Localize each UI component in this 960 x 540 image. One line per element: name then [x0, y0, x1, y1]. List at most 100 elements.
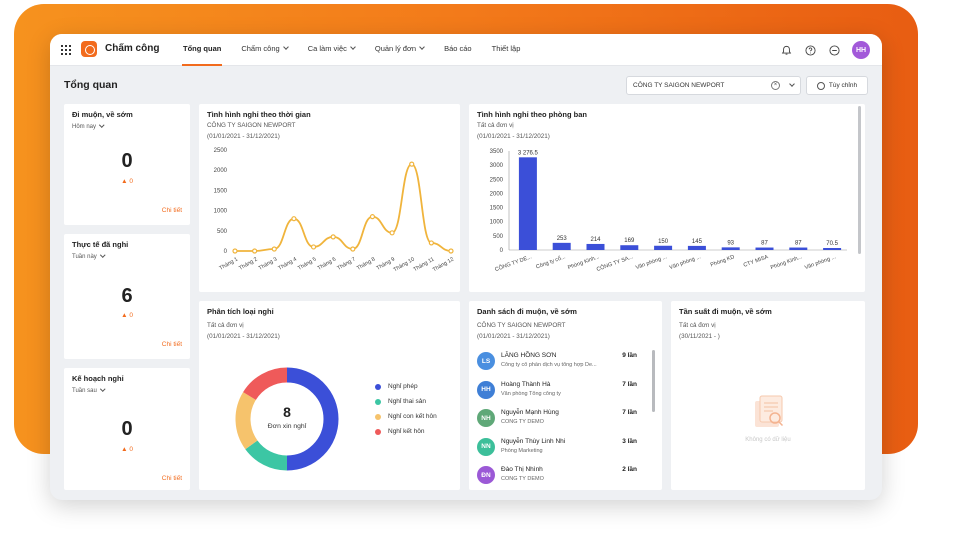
data-point: [330, 234, 336, 240]
chevron-down-icon: [100, 252, 106, 258]
data-point: [409, 161, 415, 167]
list-item[interactable]: ĐN Đào Thị Nhình CÔNG TY DEMO 2 lần: [477, 464, 649, 488]
nav-tab-1[interactable]: Chấm công: [241, 34, 289, 66]
donut-slice: [243, 367, 288, 401]
avatar: NN: [477, 437, 495, 456]
data-label: 253: [557, 236, 568, 242]
bar: [687, 245, 706, 250]
card-title: Phân tích loại nghỉ: [207, 307, 274, 316]
nav-tab-2[interactable]: Ca làm việc: [308, 34, 356, 66]
app-name: Chấm công: [105, 43, 160, 54]
user-avatar[interactable]: HH: [852, 41, 870, 59]
data-label: 150: [658, 239, 669, 245]
list-item[interactable]: NN Nguyễn Thùy Linh Nhi Phòng Marketing 3 l…: [477, 436, 649, 460]
nav-tab-0[interactable]: Tổng quan: [181, 34, 223, 66]
leave-by-time-card: Tình hình nghỉ theo thời gian CÔNG TY SA…: [199, 104, 460, 292]
y-tick-label: 1500: [214, 188, 228, 194]
stat-value: 0: [121, 418, 133, 440]
more-icon[interactable]: [828, 44, 840, 56]
bar: [552, 242, 571, 250]
nav-tab-3[interactable]: Quản lý đơn: [374, 34, 425, 66]
x-tick-label: CÔNG TY SA...: [596, 253, 635, 273]
period-dropdown[interactable]: Tuần sau: [72, 386, 106, 394]
scrollbar[interactable]: [858, 106, 861, 254]
scrollbar[interactable]: [652, 350, 655, 412]
stat-title: Đi muộn, về sớm: [72, 110, 133, 119]
data-point: [350, 246, 356, 252]
app-window: Chấm công Tổng quan Chấm công Ca làm việc Q…: [50, 34, 882, 500]
bar: [654, 245, 673, 250]
y-tick-label: 0: [224, 249, 228, 255]
stat-delta-value: 0: [129, 178, 133, 185]
x-tick-label: Tháng 5: [297, 257, 317, 272]
x-tick-label: Tháng 8: [356, 257, 376, 272]
chevron-down-icon: [99, 122, 105, 128]
data-label: 214: [590, 237, 601, 243]
clear-icon[interactable]: ×: [771, 81, 780, 90]
late-count: 7 lần: [622, 409, 637, 416]
legend-swatch: [375, 383, 381, 390]
app-grid-icon[interactable]: [61, 45, 71, 55]
stat-delta: ▲ 0: [121, 446, 133, 453]
detail-link[interactable]: Chi tiết: [161, 475, 182, 482]
company-select[interactable]: CÔNG TY SAIGON NEWPORT ×: [626, 76, 801, 95]
donut-slice: [245, 440, 288, 471]
late-count: 7 lần: [622, 380, 637, 388]
data-point: [271, 246, 277, 252]
x-tick-label: Tháng 7: [336, 257, 356, 272]
card-unit: Tất cả đơn vị: [207, 322, 244, 329]
bar: [789, 247, 808, 250]
customize-button[interactable]: Tùy chỉnh: [806, 76, 868, 95]
donut-total: 8: [283, 404, 291, 420]
y-tick-label: 3000: [490, 163, 504, 169]
donut-chart: [235, 367, 339, 471]
list-item[interactable]: LS LĂNG HỒNG SƠN Công ty cổ phần dịch vụ t…: [477, 350, 649, 374]
legend-swatch: [375, 413, 381, 420]
data-label: 70.5: [826, 241, 838, 247]
data-point: [310, 244, 317, 250]
data-point: [232, 248, 238, 254]
x-tick-label: Tháng 12: [432, 257, 455, 274]
stat-card-late-early: Đi muộn, về sớm Hôm nay 0 ▲ 0 Chi tiết: [64, 104, 190, 225]
employee-name: Nguyễn Mạnh Hùng: [501, 409, 559, 416]
company-select-value: CÔNG TY SAIGON NEWPORT: [633, 82, 725, 89]
nav-tab-4[interactable]: Báo cáo: [444, 34, 472, 66]
empty-data-text: Không có dữ liệu: [745, 437, 791, 443]
legend-swatch: [375, 428, 381, 435]
donut-label: Đơn xin nghỉ: [267, 423, 307, 430]
bell-icon[interactable]: [780, 44, 792, 56]
legend-item: Nghỉ thai sản: [375, 398, 426, 405]
period-dropdown[interactable]: Hôm nay: [72, 122, 105, 130]
nav-tab-5[interactable]: Thiết lập: [492, 34, 521, 66]
series-line: [235, 163, 452, 252]
card-company: CÔNG TY SAIGON NEWPORT: [207, 122, 296, 129]
x-tick-label: Tháng 10: [393, 257, 416, 274]
stat-value: 0: [121, 150, 133, 172]
employee-name: Hoàng Thành Hà: [501, 380, 551, 388]
card-title: Tần suất đi muộn, về sớm: [679, 307, 772, 316]
bar: [823, 248, 842, 250]
data-label: 169: [624, 238, 635, 244]
stat-card-actual-leave: Thực tế đã nghỉ Tuần này 6 ▲ 0 Chi tiết: [64, 234, 190, 359]
help-icon[interactable]: [804, 44, 816, 56]
x-tick-label: Tháng 11: [413, 257, 436, 274]
x-tick-label: Phòng Kinh...: [770, 254, 804, 271]
stat-title: Thực tế đã nghỉ: [72, 240, 129, 249]
x-tick-label: Phòng KD: [710, 254, 736, 268]
chevron-down-icon: [789, 81, 795, 87]
nav-tab-label: Quản lý đơn: [374, 44, 417, 53]
legend-item: Nghỉ phép: [375, 383, 418, 390]
detail-link[interactable]: Chi tiết: [161, 341, 182, 348]
detail-link[interactable]: Chi tiết: [161, 207, 182, 214]
employee-name: Nguyễn Thùy Linh Nhi: [501, 437, 566, 445]
main-nav: Tổng quan Chấm công Ca làm việc Quản lý đơn…: [181, 34, 540, 66]
list-item[interactable]: HH Hoàng Thành Hà Văn phòng Tổng công ty 7 …: [477, 379, 649, 403]
late-count: 3 lần: [622, 437, 637, 445]
list-item[interactable]: NH Nguyễn Mạnh Hùng CÔNG TY DEMO 7 lần: [477, 407, 649, 431]
data-label: 3 276.5: [518, 150, 539, 156]
period-dropdown[interactable]: Tuần này: [72, 252, 106, 260]
page-title: Tổng quan: [64, 79, 118, 91]
avatar: ĐN: [477, 466, 495, 484]
legend-label: Nghỉ thai sản: [388, 398, 426, 405]
